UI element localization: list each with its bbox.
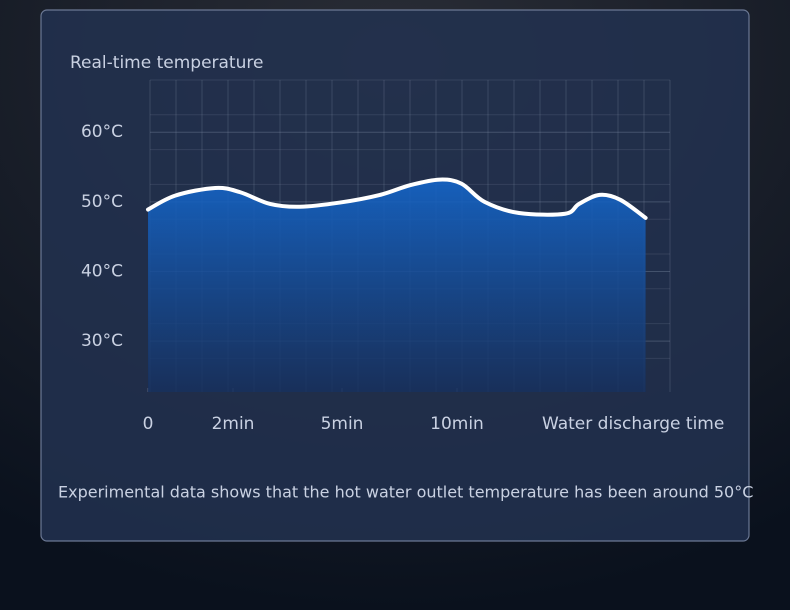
- y-tick-label: 40°C: [81, 262, 123, 282]
- x-tick-label: 5min: [321, 414, 364, 434]
- x-tick-label: 0: [143, 414, 154, 434]
- area-fill: [148, 179, 646, 392]
- x-axis-label: Water discharge time: [542, 414, 724, 434]
- note: Experimental data shows that the hot wat…: [58, 483, 753, 502]
- y-tick-label: 60°C: [81, 122, 123, 142]
- x-tick-label: 10min: [430, 414, 484, 434]
- y-tick-label: 50°C: [81, 192, 123, 212]
- y-tick-label: 30°C: [81, 331, 123, 351]
- line: [146, 177, 648, 220]
- chart-title: Real-time temperature: [70, 53, 263, 73]
- x-tick-label: 2min: [212, 414, 255, 434]
